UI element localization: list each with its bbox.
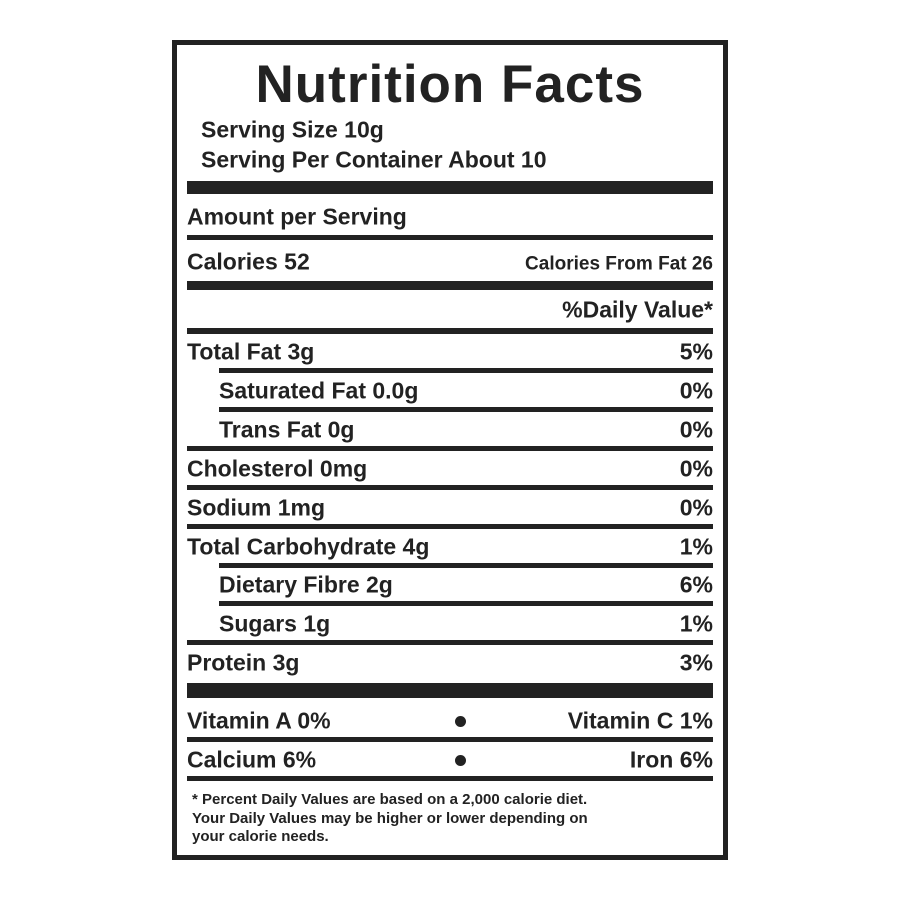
rule — [219, 368, 713, 373]
daily-value: 1% — [679, 610, 713, 637]
daily-value: 0% — [679, 494, 713, 521]
servings-per-container: Serving Per Container About 10 — [201, 146, 547, 173]
rule — [219, 406, 713, 412]
daily-value-header: %Daily Value* — [562, 296, 713, 323]
rule — [187, 523, 713, 529]
thick-rule — [187, 181, 713, 194]
nutrient-label: Sugars 1g — [219, 610, 331, 637]
rule — [219, 601, 713, 607]
nutrient-label: Total Carbohydrate 4g — [187, 533, 430, 559]
nutrient-label: Dietary Fibre 2g — [219, 571, 393, 598]
rule — [187, 328, 713, 334]
vitamin-right: Iron 6% — [629, 746, 713, 773]
calories-from-fat: Calories From Fat 26 — [525, 253, 713, 275]
serving-size: Serving Size 10g — [201, 116, 384, 143]
rule — [187, 484, 713, 490]
rule — [187, 445, 713, 451]
daily-value: 0% — [679, 455, 713, 482]
footnote-line: your calorie needs. — [192, 828, 329, 845]
title: Nutrition Facts — [255, 55, 645, 114]
medium-rule — [187, 281, 713, 290]
label-frame — [172, 40, 728, 860]
nutrient-label: Protein 3g — [187, 649, 300, 676]
vitamin-right: Vitamin C 1% — [567, 707, 713, 734]
daily-value: 0% — [679, 416, 713, 443]
nutrient-label: Cholesterol 0mg — [187, 455, 368, 482]
thick-rule — [187, 683, 713, 698]
rule — [187, 640, 713, 646]
bullet — [455, 755, 466, 766]
rule — [187, 235, 713, 240]
footnote-line: Your Daily Values may be higher or lower… — [192, 809, 588, 827]
nutrient-label: Saturated Fat 0.0g — [219, 377, 419, 404]
nutrient-label: Sodium 1mg — [187, 494, 326, 521]
nutrient-label: Trans Fat 0g — [219, 416, 355, 443]
daily-value: 3% — [679, 649, 713, 676]
daily-value: 1% — [679, 533, 713, 559]
bullet — [455, 716, 466, 727]
rule — [187, 776, 713, 781]
daily-value: 0% — [679, 377, 713, 404]
rule — [187, 737, 713, 742]
vitamin-left: Calcium 6% — [187, 746, 317, 773]
calories: Calories 52 — [187, 248, 310, 275]
amount-per-serving: Amount per Serving — [187, 203, 407, 230]
daily-value: 5% — [679, 338, 713, 365]
footnote-line: * Percent Daily Values are based on a 2,… — [192, 791, 588, 808]
nutrient-label: Total Fat 3g — [187, 338, 315, 365]
rule — [219, 562, 713, 568]
vitamin-left: Vitamin A 0% — [187, 707, 331, 734]
daily-value: 6% — [679, 571, 713, 598]
